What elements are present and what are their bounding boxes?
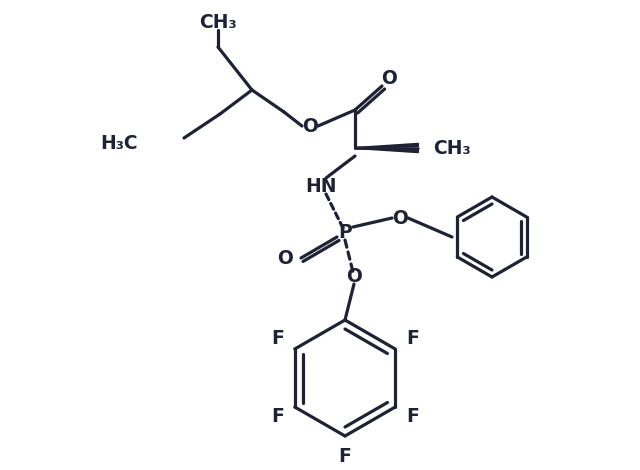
Text: O: O [392, 209, 408, 227]
Text: F: F [406, 329, 419, 348]
Text: CH₃: CH₃ [199, 13, 237, 31]
Text: CH₃: CH₃ [433, 139, 470, 157]
Text: F: F [406, 407, 419, 426]
Text: F: F [339, 446, 351, 465]
Text: F: F [271, 407, 284, 426]
Text: H₃C: H₃C [100, 133, 138, 152]
Text: HN: HN [305, 177, 337, 196]
Text: O: O [381, 69, 397, 87]
Text: P: P [338, 222, 352, 242]
Text: O: O [346, 266, 362, 285]
Text: F: F [271, 329, 284, 348]
Text: O: O [277, 249, 293, 267]
Text: O: O [302, 117, 318, 135]
